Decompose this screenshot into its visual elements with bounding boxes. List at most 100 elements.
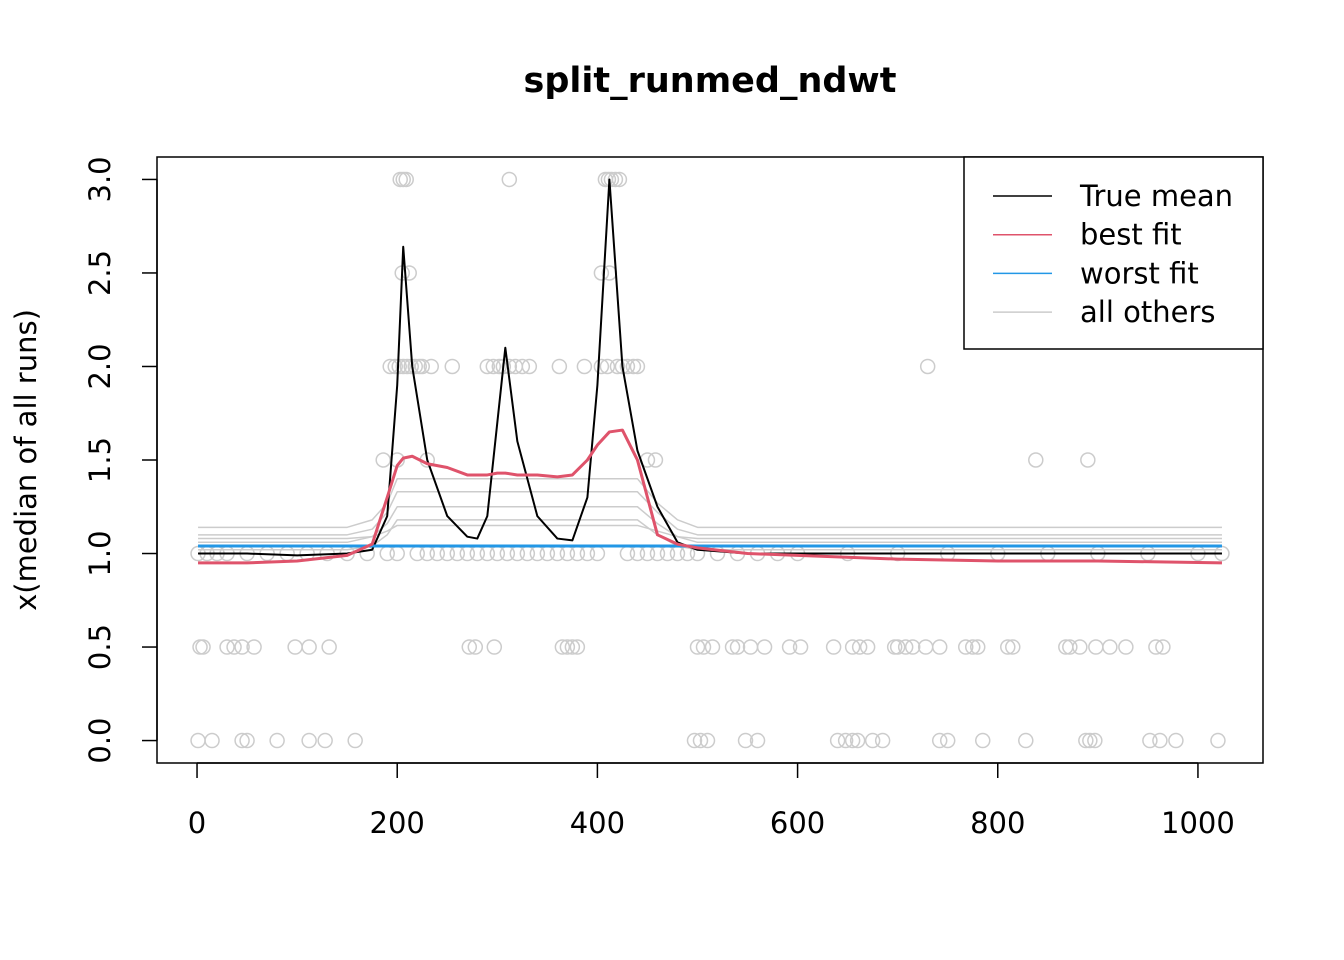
data-point [593, 358, 610, 375]
data-point [467, 639, 484, 655]
data-point [742, 639, 759, 655]
data-point [603, 171, 620, 188]
data-point [686, 732, 703, 749]
y-tick-label: 1.0 [83, 530, 117, 576]
data-point [576, 358, 593, 375]
data-point [398, 171, 414, 188]
data-point [969, 639, 986, 655]
data-point [551, 358, 568, 375]
data-point [692, 732, 709, 749]
data-point [486, 639, 503, 655]
data-point [190, 732, 206, 749]
data-point [554, 639, 571, 655]
data-point [1142, 732, 1158, 749]
data-point [964, 639, 981, 655]
data-point [375, 452, 391, 468]
data-point [423, 358, 439, 375]
data-point [931, 732, 948, 749]
data-point [792, 639, 809, 655]
data-point [269, 732, 285, 749]
x-tick-label: 600 [770, 806, 825, 840]
x-tick-label: 200 [370, 806, 425, 840]
data-point [485, 358, 502, 375]
data-point [234, 732, 250, 749]
data-point [864, 732, 881, 749]
y-tick-label: 2.0 [83, 343, 117, 389]
data-point [1148, 639, 1164, 655]
data-point [395, 171, 411, 188]
data-point [1102, 639, 1118, 655]
data-point [737, 732, 754, 749]
data-point [699, 732, 716, 749]
data-point [1210, 732, 1226, 749]
data-point [287, 639, 303, 655]
data-point [704, 639, 721, 655]
x-tick-label: 1000 [1161, 806, 1235, 840]
data-point [1087, 732, 1103, 749]
data-point [461, 639, 478, 655]
data-point [825, 639, 842, 655]
x-tick-label: 0 [188, 806, 206, 840]
data-point [1028, 452, 1044, 468]
chart-title: split_runmed_ndwt [523, 61, 896, 101]
data-point [514, 358, 531, 375]
series-line [198, 506, 1222, 544]
data-point [414, 358, 430, 375]
data-point [239, 732, 255, 749]
data-point [387, 358, 403, 375]
y-tick-label: 3.0 [83, 156, 117, 202]
data-point [729, 639, 746, 655]
data-point [844, 732, 861, 749]
series-line [198, 524, 1222, 540]
data-point [917, 639, 934, 655]
y-tick-label: 1.5 [83, 437, 117, 483]
x-tick-label: 800 [970, 806, 1025, 840]
data-point [897, 639, 914, 655]
y-tick-label: 0.0 [83, 717, 117, 763]
data-point [279, 545, 295, 562]
data-point [974, 732, 991, 749]
data-point [609, 358, 626, 375]
data-point [564, 639, 581, 655]
legend-label: all others [1080, 295, 1215, 329]
data-point [1118, 639, 1134, 655]
data-point [521, 358, 538, 375]
data-point [1080, 452, 1096, 468]
data-point [695, 639, 712, 655]
data-point [1062, 639, 1078, 655]
series-line [198, 491, 1222, 536]
data-point [1018, 732, 1034, 749]
data-point [444, 358, 461, 375]
legend: True mean best fit worst fit all others [963, 156, 1264, 350]
data-point [559, 639, 576, 655]
data-point [851, 639, 868, 655]
data-point [957, 639, 974, 655]
data-point [407, 358, 423, 375]
legend-label: best fit [1080, 218, 1182, 252]
data-point [317, 732, 333, 749]
data-point [1088, 639, 1104, 655]
legend-label: worst fit [1080, 256, 1199, 290]
plot-area [190, 171, 1230, 749]
data-point [195, 639, 211, 655]
data-point [1005, 639, 1021, 655]
data-point [392, 171, 408, 188]
legend-box [963, 156, 1264, 350]
data-point [611, 171, 628, 188]
data-point [569, 639, 586, 655]
data-point [904, 639, 921, 655]
data-point [939, 732, 956, 749]
y-tick-label: 2.5 [83, 250, 117, 296]
data-point [1082, 732, 1098, 749]
data-point [749, 732, 766, 749]
data-point [1152, 732, 1168, 749]
y-axis-label: x(median of all runs) [9, 309, 43, 611]
data-point [849, 732, 866, 749]
data-point [599, 358, 616, 375]
series-line [198, 428, 1222, 565]
data-point [874, 732, 891, 749]
y-tick-label: 0.5 [83, 624, 117, 670]
data-point [629, 358, 646, 375]
data-point [931, 639, 948, 655]
data-point [689, 639, 706, 655]
